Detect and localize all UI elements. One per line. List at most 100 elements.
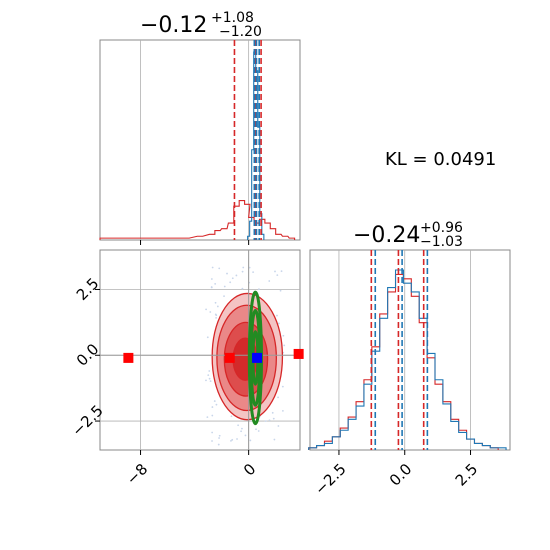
joint-blue-marker <box>252 352 263 363</box>
joint-sample-point <box>241 427 243 430</box>
marginal-2-quantiles <box>370 250 429 450</box>
joint-sample-point <box>214 301 217 304</box>
joint-sample-point <box>206 336 209 339</box>
joint-sample-point <box>242 266 245 269</box>
joint-sample-point <box>226 272 228 275</box>
joint-red-marker-2 <box>293 348 304 359</box>
joint-sample-point <box>223 295 225 298</box>
joint-sample-point <box>237 424 240 427</box>
joint-sample-point <box>276 314 278 317</box>
kl-annotation: KL = 0.0491 <box>385 149 496 170</box>
joint-y-tick-label: 2.5 <box>73 274 103 304</box>
joint-sample-point <box>208 370 211 372</box>
joint-sample-point <box>211 266 214 269</box>
joint-red-contours <box>211 292 284 421</box>
marginal-2-series <box>308 269 507 450</box>
marginal-2-title-sup: +0.96 <box>420 220 463 236</box>
joint-sample-point <box>210 286 213 288</box>
joint-sample-point <box>223 285 226 288</box>
joint-sample-point <box>277 425 280 427</box>
marginal-2-frame <box>309 249 511 451</box>
marginal-1-quantiles <box>233 40 262 240</box>
joint-sample-point <box>281 409 284 412</box>
joint-sample-point <box>211 414 214 417</box>
joint-sample-point <box>241 270 244 273</box>
joint-sample-point <box>230 439 232 442</box>
joint-sample-point <box>211 431 214 434</box>
marginal-2-x-tick-label: −2.5 <box>311 460 349 498</box>
joint-sample-point <box>279 289 282 292</box>
joint-sample-point <box>229 281 232 284</box>
joint-sample-point <box>214 282 217 285</box>
joint-sample-point <box>208 377 211 380</box>
marginal-2-title: −0.24 <box>353 223 420 248</box>
joint-sample-point <box>252 271 255 273</box>
joint-sample-point <box>268 419 271 422</box>
joint-sample-point <box>215 316 217 319</box>
joint-sample-point <box>218 267 221 270</box>
marginal-2-series-blue <box>308 269 507 450</box>
joint-sample-point <box>244 434 247 437</box>
joint-red-marker-1 <box>224 352 235 363</box>
joint-sample-point <box>281 385 284 388</box>
joint-sample-point <box>280 270 283 273</box>
joint-sample-point <box>218 434 221 437</box>
marginal-1-title-main: −0.12 <box>140 13 207 38</box>
joint-sample-point <box>282 334 285 337</box>
marginal-2-title-main: −0.24 <box>353 223 420 248</box>
joint-sample-point <box>271 411 274 414</box>
joint-sample-point <box>235 274 238 277</box>
joint-sample-point <box>258 288 260 291</box>
marginal-2-title-sub: −1.03 <box>420 234 463 250</box>
marginal-1-panel: −0.12 +1.08 −1.20 <box>99 10 301 245</box>
joint-sample-point <box>231 277 234 280</box>
marginal-1-series-red <box>99 199 296 240</box>
joint-x-tick-label: −8 <box>123 460 151 488</box>
joint-sample-point <box>230 415 233 418</box>
joint-sample-point <box>264 420 267 423</box>
joint-sample-point <box>283 344 286 347</box>
joint-y-tick-label: 0.0 <box>73 340 103 370</box>
joint-sample-point <box>213 400 216 402</box>
joint-sample-point <box>215 403 218 406</box>
joint-sample-point <box>207 374 210 377</box>
joint-sample-point <box>211 406 214 408</box>
joint-sample-point <box>209 311 212 313</box>
joint-sample-point <box>215 314 218 317</box>
joint-sample-point <box>206 416 209 418</box>
joint-sample-point <box>216 305 219 308</box>
marginal-1-frame <box>99 39 301 241</box>
joint-sample-point <box>255 428 257 431</box>
marginal-2-x-tick-label: 2.5 <box>452 460 482 490</box>
marginal-2-x-tick-label: 0.0 <box>386 460 416 490</box>
joint-red-marker-0 <box>123 352 134 363</box>
joint-markers <box>123 348 304 363</box>
joint-sample-point <box>273 438 276 441</box>
joint-sample-point <box>274 270 276 273</box>
marginal-1-title-sub: −1.20 <box>219 24 262 40</box>
joint-sample-point <box>217 443 220 446</box>
joint-sample-point <box>277 396 279 399</box>
joint-sample-point <box>231 438 234 441</box>
joint-sample-point <box>241 287 244 290</box>
joint-sample-point <box>277 322 280 325</box>
joint-sample-point <box>272 417 275 420</box>
joint-panel: −8 02.50.0−2.5 <box>68 249 304 488</box>
joint-sample-point <box>249 439 252 442</box>
marginal-1-title: −0.12 <box>140 13 207 38</box>
marginal-1-grid <box>140 40 250 240</box>
marginal-2-panel: −2.5 0.0 2.5 −0.24 +0.96 −1.03 <box>308 220 511 499</box>
joint-sample-point <box>205 308 207 311</box>
joint-sample-point <box>205 379 207 382</box>
joint-sample-point <box>218 437 220 439</box>
joint-sample-point <box>211 440 213 442</box>
joint-sample-point <box>240 430 243 433</box>
joint-sample-point <box>268 280 271 282</box>
marginal-1-ticks <box>140 240 250 245</box>
joint-x-tick-label: 0 <box>240 460 259 479</box>
joint-sample-point <box>209 380 212 382</box>
joint-sample-point <box>210 278 213 280</box>
marginal-1-title-sup: +1.08 <box>211 10 254 26</box>
joint-sample-point <box>248 266 251 269</box>
